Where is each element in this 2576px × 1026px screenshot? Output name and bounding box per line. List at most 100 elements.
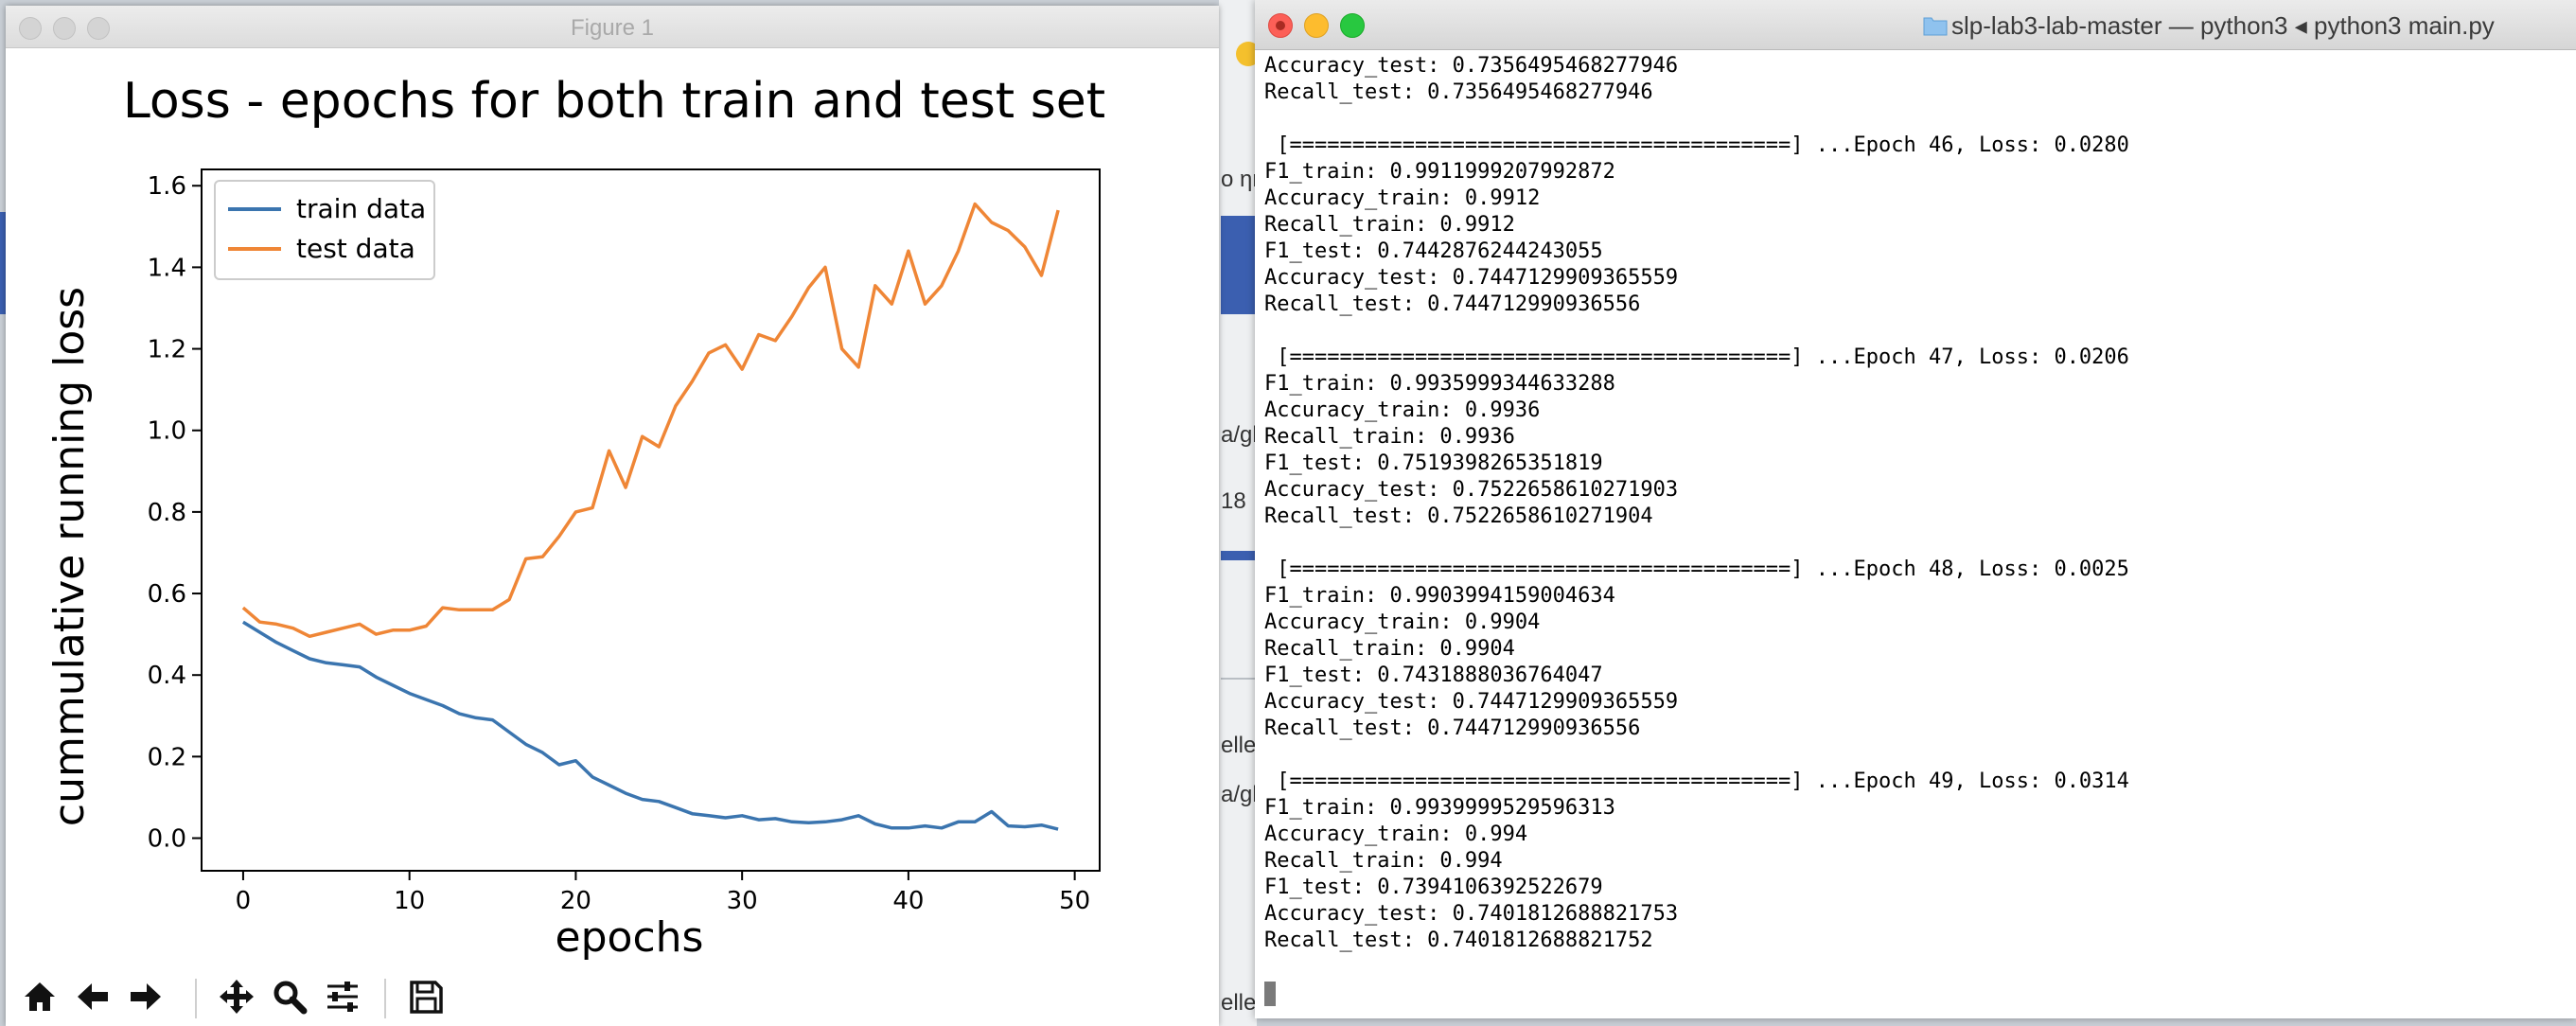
background-text-fragment: a/gl bbox=[1221, 422, 1258, 448]
terminal-line: F1_train: 0.9903994159004634 bbox=[1264, 584, 1615, 608]
home-icon bbox=[25, 982, 55, 1011]
toolbar-separator bbox=[384, 979, 386, 1018]
terminal-line: Recall_test: 0.744712990936556 bbox=[1264, 292, 1641, 316]
terminal-line: Accuracy_train: 0.994 bbox=[1264, 823, 1528, 846]
terminal-line: Recall_train: 0.994 bbox=[1264, 849, 1503, 873]
back-arrow-icon bbox=[78, 983, 108, 1010]
x-tick-label: 10 bbox=[394, 887, 425, 915]
y-tick-label: 0.0 bbox=[148, 825, 186, 854]
background-text-fragment: 18 bbox=[1221, 488, 1246, 514]
terminal-line: [=======================================… bbox=[1264, 345, 2129, 369]
terminal-minimize-button[interactable] bbox=[1304, 13, 1329, 38]
terminal-window: slp-lab3-lab-master — python3 ◂ python3 … bbox=[1255, 0, 2576, 1018]
background-window-edge bbox=[0, 212, 9, 314]
background-text-fragment: elle bbox=[1221, 990, 1257, 1016]
home-button[interactable] bbox=[15, 973, 64, 1020]
x-tick-label: 20 bbox=[560, 887, 591, 915]
terminal-line: Recall_train: 0.9936 bbox=[1264, 425, 1515, 449]
terminal-line: Recall_test: 0.7401812688821752 bbox=[1264, 929, 1653, 952]
terminal-line: F1_test: 0.7442876244243055 bbox=[1264, 239, 1603, 263]
figure-minimize-button[interactable] bbox=[53, 17, 76, 40]
terminal-line: [=======================================… bbox=[1264, 133, 2129, 157]
terminal-output[interactable]: Accuracy_test: 0.7356495468277946 Recall_… bbox=[1264, 53, 2576, 1018]
folder-icon bbox=[1923, 17, 1948, 36]
x-tick-label: 30 bbox=[727, 887, 758, 915]
forward-arrow-icon bbox=[131, 983, 161, 1010]
x-tick-label: 40 bbox=[892, 887, 924, 915]
y-tick-label: 1.6 bbox=[148, 172, 186, 201]
terminal-line: F1_test: 0.7519398265351819 bbox=[1264, 451, 1603, 475]
y-tick-label: 1.2 bbox=[148, 336, 186, 364]
terminal-line: F1_test: 0.7394106392522679 bbox=[1264, 876, 1603, 899]
legend-label: test data bbox=[296, 233, 415, 264]
zoom-magnifier-icon bbox=[273, 981, 308, 1015]
terminal-line: Accuracy_test: 0.7356495468277946 bbox=[1264, 54, 1679, 78]
terminal-line: F1_train: 0.9935999344633288 bbox=[1264, 372, 1615, 396]
terminal-line: F1_train: 0.9939999529596313 bbox=[1264, 796, 1615, 820]
y-tick-label: 1.4 bbox=[148, 254, 186, 282]
terminal-line: Recall_train: 0.9904 bbox=[1264, 637, 1515, 661]
save-button[interactable] bbox=[401, 973, 450, 1020]
figure-titlebar[interactable]: Figure 1 bbox=[6, 6, 1219, 48]
terminal-line: Recall_train: 0.9912 bbox=[1264, 213, 1515, 237]
figure-toolbar bbox=[6, 969, 1219, 1026]
chart-title: Loss - epochs for both train and test se… bbox=[123, 73, 1105, 130]
terminal-line: Accuracy_test: 0.7447129909365559 bbox=[1264, 266, 1679, 290]
terminal-window-title: slp-lab3-lab-master — python3 ◂ python3 … bbox=[1951, 11, 2495, 40]
terminal-cursor bbox=[1264, 982, 1276, 1006]
terminal-line: [=======================================… bbox=[1264, 557, 2129, 581]
y-tick-label: 0.8 bbox=[148, 499, 186, 527]
legend-label: train data bbox=[296, 193, 426, 224]
terminal-titlebar[interactable]: slp-lab3-lab-master — python3 ◂ python3 … bbox=[1255, 0, 2576, 50]
terminal-line: [=======================================… bbox=[1264, 770, 2129, 793]
toolbar-separator bbox=[195, 979, 197, 1018]
figure-zoom-button[interactable] bbox=[87, 17, 110, 40]
terminal-zoom-button[interactable] bbox=[1340, 13, 1365, 38]
x-tick-label: 50 bbox=[1059, 887, 1090, 915]
background-blue-line bbox=[1221, 551, 1259, 560]
terminal-line: Accuracy_test: 0.7447129909365559 bbox=[1264, 690, 1679, 714]
terminal-line: Accuracy_train: 0.9936 bbox=[1264, 398, 1541, 422]
terminal-line bbox=[1264, 318, 2576, 345]
terminal-line bbox=[1264, 742, 2576, 769]
terminal-prompt-line bbox=[1264, 954, 2576, 1006]
background-divider bbox=[1221, 678, 1259, 680]
plot-axes: 0 10 20 30 40 50 0.0 0.2 0.4 0.6 0.8 1.0 1.2 1.4 1.6 tr… bbox=[148, 168, 1101, 915]
configure-subplots-icon bbox=[327, 982, 358, 1012]
y-tick-label: 0.4 bbox=[148, 662, 186, 690]
terminal-line: Accuracy_test: 0.7401812688821753 bbox=[1264, 902, 1679, 926]
y-tick-label: 1.0 bbox=[148, 417, 186, 446]
forward-button[interactable] bbox=[121, 973, 170, 1020]
x-tick-label: 0 bbox=[236, 887, 252, 915]
configure-subplots-button[interactable] bbox=[318, 973, 367, 1020]
background-text-fragment: elle bbox=[1221, 733, 1257, 758]
terminal-line: Recall_test: 0.7522658610271904 bbox=[1264, 504, 1653, 528]
back-button[interactable] bbox=[68, 973, 117, 1020]
terminal-line: Accuracy_test: 0.7522658610271903 bbox=[1264, 478, 1679, 502]
pan-button[interactable] bbox=[212, 973, 261, 1020]
terminal-line: Recall_test: 0.7356495468277946 bbox=[1264, 80, 1653, 104]
terminal-line: F1_train: 0.9911999207992872 bbox=[1264, 160, 1615, 184]
pan-icon bbox=[220, 980, 254, 1014]
loss-chart: Loss - epochs for both train and test se… bbox=[45, 73, 1105, 962]
terminal-close-button[interactable] bbox=[1268, 13, 1293, 38]
figure-close-button[interactable] bbox=[19, 17, 42, 40]
background-app-strip bbox=[1219, 0, 1257, 1026]
terminal-line: Accuracy_train: 0.9912 bbox=[1264, 186, 1541, 210]
y-axis-label: cummulative running loss bbox=[45, 287, 94, 826]
y-tick-label: 0.6 bbox=[148, 580, 186, 609]
terminal-line: F1_test: 0.7431888036764047 bbox=[1264, 663, 1603, 687]
zoom-button[interactable] bbox=[265, 973, 314, 1020]
series-line-train-data bbox=[241, 620, 1059, 831]
background-text-fragment: o ηr bbox=[1221, 167, 1261, 192]
terminal-line: Accuracy_train: 0.9904 bbox=[1264, 610, 1541, 634]
series-line-test-data bbox=[241, 202, 1060, 639]
terminal-line bbox=[1264, 530, 2576, 557]
background-blue-bar bbox=[1221, 216, 1259, 314]
plot-frame bbox=[201, 168, 1101, 872]
figure-window-title: Figure 1 bbox=[570, 15, 655, 41]
legend-box bbox=[214, 180, 435, 280]
terminal-line bbox=[1264, 106, 2576, 133]
save-icon bbox=[410, 981, 443, 1014]
y-tick-label: 0.2 bbox=[148, 743, 186, 771]
